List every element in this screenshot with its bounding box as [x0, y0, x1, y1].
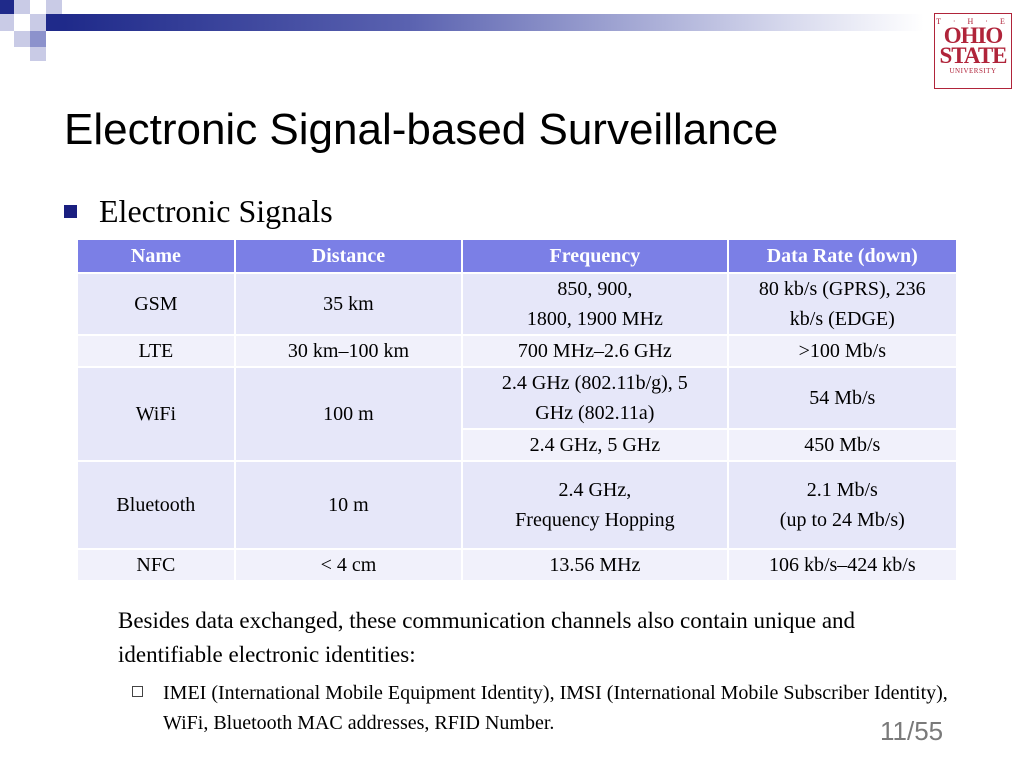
decor-square [30, 47, 46, 61]
body-paragraph: Besides data exchanged, these communicat… [118, 608, 856, 667]
sub-bullet-text: IMEI (International Mobile Equipment Ide… [163, 682, 948, 734]
sub-bullet-item: IMEI (International Mobile Equipment Ide… [132, 678, 952, 734]
cell-data-rate: 106 kb/s–424 kb/s [726, 548, 959, 582]
cell-line: 2.4 GHz, [558, 479, 632, 501]
cell-data-rate: 2.1 Mb/s (up to 24 Mb/s) [726, 460, 959, 550]
column-header-frequency: Frequency [461, 238, 729, 274]
cell-distance: 30 km–100 km [233, 334, 464, 368]
cell-distance: 35 km [233, 272, 464, 336]
cell-name: GSM [76, 272, 236, 336]
cell-frequency: 2.4 GHz (802.11b/g), 5 GHz (802.11a) [461, 366, 729, 430]
bullet-item: Electronic Signals [64, 192, 333, 230]
table-row: GSM 35 km 850, 900, 1800, 1900 MHz 80 kb/… [76, 272, 959, 336]
cell-line: 1800, 1900 MHz [526, 308, 663, 330]
signals-table: Name Distance Frequency Data Rate (down)… [76, 238, 959, 582]
decor-square [0, 14, 14, 31]
cell-data-rate: >100 Mb/s [726, 334, 959, 368]
cell-distance: 10 m [233, 460, 464, 550]
column-header-name: Name [76, 238, 236, 274]
decor-square [0, 0, 14, 14]
logo-line: T · H · E [936, 17, 1010, 26]
table-row: NFC < 4 cm 13.56 MHz 106 kb/s–424 kb/s [76, 548, 959, 582]
logo-line: OHIO [943, 23, 1004, 48]
cell-data-rate: 54 Mb/s [726, 366, 959, 430]
hollow-square-bullet-icon [132, 686, 143, 697]
cell-line: (up to 24 Mb/s) [779, 509, 905, 531]
table-row: WiFi 100 m 2.4 GHz (802.11b/g), 5 GHz (80… [76, 366, 959, 462]
column-header-distance: Distance [233, 238, 464, 274]
decor-square [46, 0, 62, 14]
logo-line: STATE [939, 43, 1007, 68]
cell-line: 850, 900, [557, 278, 633, 300]
page-number: 11/55 [880, 716, 944, 746]
cell-distance: < 4 cm [233, 548, 464, 582]
cell-frequency: 850, 900, 1800, 1900 MHz [461, 272, 729, 336]
table-row: 2.4 GHz, 5 GHz 450 Mb/s [77, 428, 959, 462]
bullet-text: Electronic Signals [99, 193, 333, 229]
cell-line: 80 kb/s (GPRS), 236 [758, 278, 926, 300]
ohio-state-logo: T · H · E OHIO STATE UNIVERSITY [934, 13, 1012, 89]
header-gradient-bar [64, 14, 924, 31]
cell-frequency: 2.4 GHz, 5 GHz [461, 428, 729, 462]
cell-distance: 100 m [233, 366, 464, 462]
cell-frequency: 13.56 MHz [461, 548, 729, 582]
cell-line: GHz (802.11a) [535, 402, 655, 424]
decor-square [14, 31, 30, 47]
cell-data-rate: 80 kb/s (GPRS), 236 kb/s (EDGE) [726, 272, 959, 336]
cell-name: NFC [76, 548, 236, 582]
decor-square [46, 14, 64, 31]
table-row: LTE 30 km–100 km 700 MHz–2.6 GHz >100 Mb… [76, 334, 959, 368]
logo-line: UNIVERSITY [949, 67, 997, 75]
cell-line: 2.1 Mb/s [806, 479, 878, 501]
square-bullet-icon [64, 205, 77, 219]
decor-square [30, 14, 46, 31]
slide-title: Electronic Signal-based Surveillance [64, 105, 779, 154]
cell-frequency: 700 MHz–2.6 GHz [461, 334, 729, 368]
decor-square [30, 31, 46, 47]
header-decoration [0, 0, 1024, 64]
cell-line: Frequency Hopping [515, 509, 675, 531]
cell-frequency: 2.4 GHz, Frequency Hopping [461, 460, 729, 550]
cell-name: WiFi [76, 366, 236, 462]
cell-line: kb/s (EDGE) [789, 308, 895, 330]
cell-name: LTE [76, 334, 236, 368]
table-row: Bluetooth 10 m 2.4 GHz, Frequency Hopping… [76, 460, 959, 550]
decor-square [14, 0, 30, 14]
cell-name: Bluetooth [76, 460, 236, 550]
table-header-row: Name Distance Frequency Data Rate (down) [76, 238, 959, 274]
cell-line: 2.4 GHz (802.11b/g), 5 [501, 372, 688, 394]
column-header-data-rate: Data Rate (down) [726, 238, 959, 274]
cell-data-rate: 450 Mb/s [726, 428, 959, 462]
